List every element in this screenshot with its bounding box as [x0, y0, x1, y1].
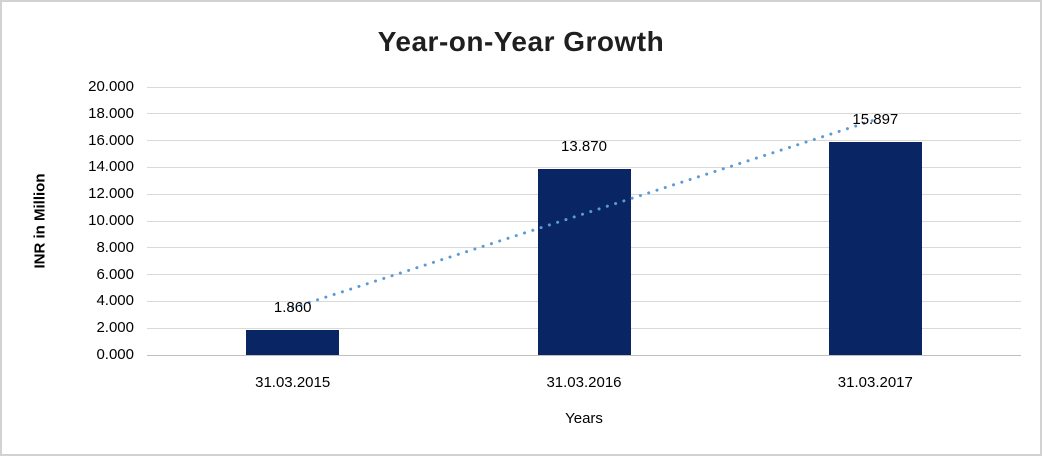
gridline — [147, 86, 1021, 88]
x-tick-label: 31.03.2017 — [837, 374, 913, 391]
x-tick-label: 31.03.2015 — [255, 374, 331, 391]
bar-31.03.2017 — [828, 141, 922, 355]
y-tick-label: 12.000 — [88, 185, 134, 203]
chart-title: Year-on-Year Growth — [377, 26, 665, 57]
y-tick-label: 14.000 — [88, 158, 134, 176]
y-tick-label: 0.000 — [96, 346, 134, 363]
y-tick-label: 18.000 — [88, 104, 134, 122]
y-tick-label: 16.000 — [88, 131, 134, 149]
x-axis-title: Years — [565, 410, 603, 427]
y-tick-label: 20.000 — [88, 78, 134, 95]
y-tick-label: 10.000 — [88, 212, 134, 229]
data-label: 1.860 — [273, 299, 312, 317]
bar-31.03.2016 — [537, 169, 631, 355]
x-tick-label: 31.03.2016 — [546, 374, 622, 391]
y-tick-label: 4.000 — [96, 292, 134, 310]
y-tick-label: 2.000 — [96, 319, 134, 337]
y-axis-title: INR in Million — [31, 173, 49, 269]
y-tick-label: 8.000 — [96, 238, 134, 256]
y-tick-label: 6.000 — [96, 265, 134, 283]
data-label: 13.870 — [561, 138, 607, 156]
data-label: 15.897 — [852, 110, 899, 128]
gridline — [147, 113, 1021, 115]
bar-31.03.2015 — [246, 330, 340, 355]
x-axis-line — [147, 354, 1021, 356]
